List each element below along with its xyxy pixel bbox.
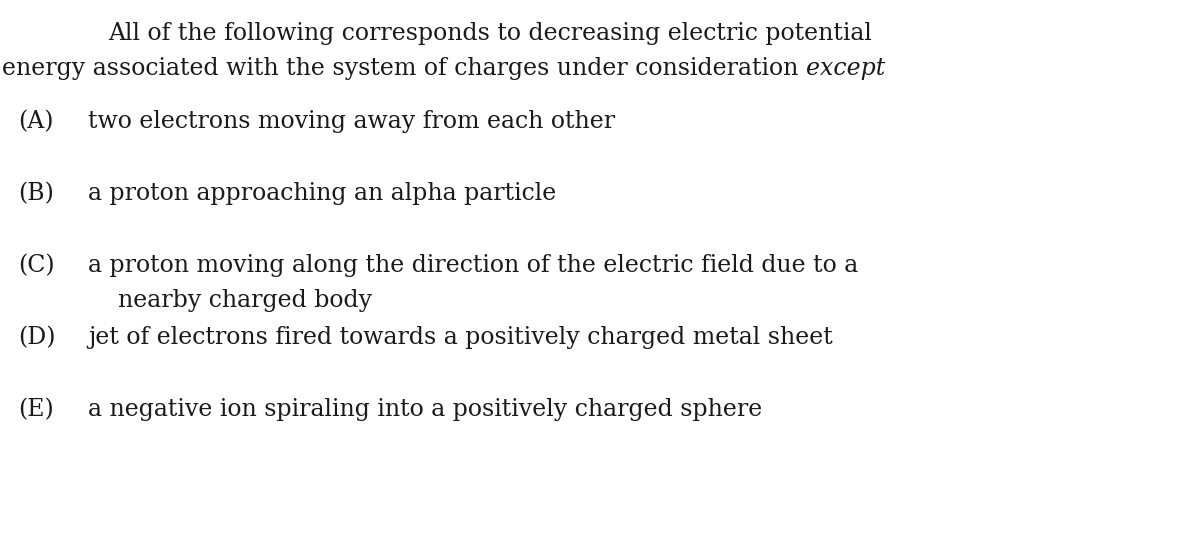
Text: All of the following corresponds to decreasing electric potential: All of the following corresponds to decr…	[108, 22, 872, 45]
Text: (E): (E)	[18, 398, 54, 421]
Text: energy associated with the system of charges under consideration: energy associated with the system of cha…	[2, 57, 806, 80]
Text: (A): (A)	[18, 110, 54, 133]
Text: except: except	[806, 57, 886, 80]
Text: a proton approaching an alpha particle: a proton approaching an alpha particle	[88, 182, 557, 205]
Text: jet of electrons fired towards a positively charged metal sheet: jet of electrons fired towards a positiv…	[88, 326, 833, 349]
Text: two electrons moving away from each other: two electrons moving away from each othe…	[88, 110, 616, 133]
Text: (C): (C)	[18, 254, 55, 277]
Text: a negative ion spiraling into a positively charged sphere: a negative ion spiraling into a positive…	[88, 398, 762, 421]
Text: (B): (B)	[18, 182, 54, 205]
Text: a proton moving along the direction of the electric field due to a: a proton moving along the direction of t…	[88, 254, 858, 277]
Text: (D): (D)	[18, 326, 55, 349]
Text: nearby charged body: nearby charged body	[118, 288, 372, 311]
